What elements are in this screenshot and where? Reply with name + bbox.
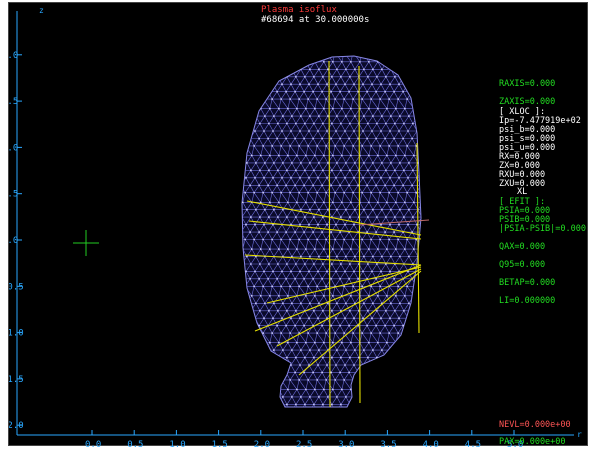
x-tick-label: 1.0 [169,440,185,447]
diagnostic-chord [246,200,422,236]
y-tick-label: -1.5 [9,375,24,385]
x-tick-label: 2.5 [296,440,312,447]
diagnostic-chord [266,266,422,304]
y-tick-label: 2.0 [9,51,18,61]
pax-value: PAX=0.000e+00 [499,437,566,447]
psib-value: PSIB=0.000 [499,215,550,225]
diagnostic-chord [416,142,420,334]
plot-subtitle: #68694 at 30.000000s [261,15,369,25]
raxis-value: RAXIS=0.000 [499,79,555,89]
plasma-mesh [241,55,430,408]
psi-s-value: psi_s=0.000 [499,134,555,144]
x-tick-label: 2.0 [254,440,270,447]
qax-value: QAX=0.000 [499,242,545,252]
diagnostic-chord [358,65,361,404]
plot-title: Plasma isoflux [261,5,337,15]
diagnostic-chords [244,60,430,408]
y-tick-label: -0.5 [9,282,24,292]
zaxis-value: ZAXIS=0.000 [499,97,555,107]
li-value: LI=0.000000 [499,296,555,306]
x-ticks: 0.0 0.5 1.0 1.5 2.0 2.5 3.0 3.5 4.0 4.5 5.0 [85,430,523,447]
x-tick-label: 1.5 [212,440,228,447]
diagnostic-chord [248,220,422,240]
y-tick-label: -2.0 [9,421,24,431]
info-panel: RAXIS=0.000 ZAXIS=0.000 [ XLOC ]: Ip=-7.… [499,79,586,447]
y-tick-label: -1.0 [9,329,24,339]
y-tick-label: 1.0 [9,143,18,153]
plot-canvas[interactable]: Plasma isoflux #68694 at 30.000000s z r … [9,3,589,447]
q95-value: Q95=0.000 [499,260,545,270]
efit-header: [ EFIT ]: [499,197,545,207]
diagnostic-chord [244,254,422,266]
x-tick-label: 0.0 [85,440,101,447]
y-ticks: 2.0 1.5 1.0 0.5 0.0 -0.5 -1.0 -1.5 -2.0 [9,51,24,431]
nevl-value: NEVL=0.000e+00 [499,420,571,430]
psia-value: PSIA=0.000 [499,206,550,216]
zx-value: ZX=0.000 [499,161,540,171]
diagnostic-chord [254,264,422,332]
zxu-value: ZXU=0.000 [499,179,545,189]
x-axis-name: r [577,430,582,439]
x-tick-label: 0.5 [127,440,143,447]
betap-value: BETAP=0.000 [499,278,555,288]
x-tick-label: 4.0 [423,440,439,447]
rxu-value: RXU=0.000 [499,170,545,180]
x-tick-label: 5.0 [507,440,523,447]
psi-b-value: psi_b=0.000 [499,125,555,135]
x-tick-label: 3.5 [380,440,396,447]
cursor-crosshair[interactable] [73,230,99,256]
y-tick-label: 0.5 [9,190,18,200]
x-tick-label: 3.0 [338,440,354,447]
xloc-header: [ XLOC ]: [499,107,545,117]
xl-label: XL [517,187,527,197]
separatrix-segment [358,219,430,226]
psi-diff-value: |PSIA-PSIB|=0.000 [499,224,586,234]
rx-value: RX=0.000 [499,152,540,162]
plot-window: Plasma isoflux #68694 at 30.000000s z r … [8,2,589,447]
diagnostic-chord [298,270,422,376]
y-tick-label: 0.0 [9,236,18,246]
y-axis-name: z [39,6,44,15]
psi-u-value: psi_u=0.000 [499,143,555,153]
axes: z r 2.01.51.00.50.0-0.5-1.0-1.5-2.0 0.00… [9,6,582,447]
ip-value: Ip=-7.477919e+02 [499,116,581,126]
diagnostic-chord [276,268,422,347]
y-tick-label: 1.5 [9,97,18,107]
x-tick-label: 4.5 [465,440,481,447]
